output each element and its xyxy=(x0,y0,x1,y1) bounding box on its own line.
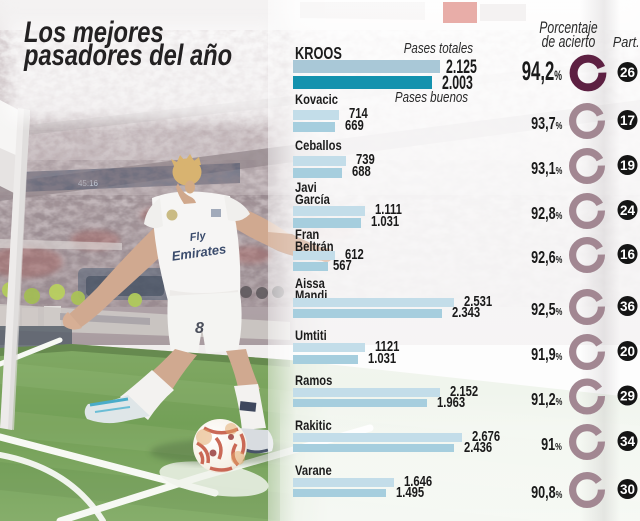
svg-text:20: 20 xyxy=(620,344,635,359)
svg-text:8: 8 xyxy=(195,320,204,337)
svg-text:Fly: Fly xyxy=(189,230,207,244)
svg-text:29: 29 xyxy=(620,388,635,403)
svg-text:34: 34 xyxy=(620,434,636,449)
svg-text:26: 26 xyxy=(620,65,636,80)
svg-text:19: 19 xyxy=(620,158,635,173)
svg-text:24: 24 xyxy=(620,203,636,218)
svg-text:30: 30 xyxy=(620,482,635,497)
svg-text:36: 36 xyxy=(620,299,636,314)
svg-text:17: 17 xyxy=(620,113,635,128)
svg-text:16: 16 xyxy=(620,247,636,262)
